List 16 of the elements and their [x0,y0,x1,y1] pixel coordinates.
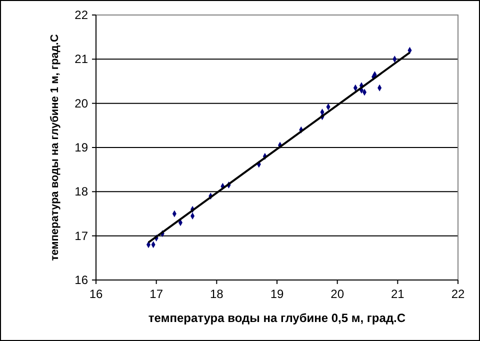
y-tick-label: 18 [74,184,88,199]
x-tick-label: 19 [270,287,284,301]
y-axis-title: температура воды на глубине 1 м, град.С [49,34,61,261]
x-tick-label: 16 [89,287,103,301]
y-tick-label: 20 [74,96,88,110]
y-tick-label: 22 [74,8,88,22]
x-tick-label: 22 [451,287,465,301]
x-tick-label: 21 [390,287,405,301]
y-tick-label: 21 [74,52,88,66]
x-tick-label: 17 [150,287,164,301]
x-axis-title: температура воды на глубине 0,5 м, град.С [148,311,406,325]
x-tick-label: 20 [330,287,344,301]
y-tick-label: 19 [74,140,88,154]
y-tick-label: 17 [74,228,88,243]
x-tick-label: 18 [210,287,224,301]
y-tick-label: 16 [74,273,88,287]
